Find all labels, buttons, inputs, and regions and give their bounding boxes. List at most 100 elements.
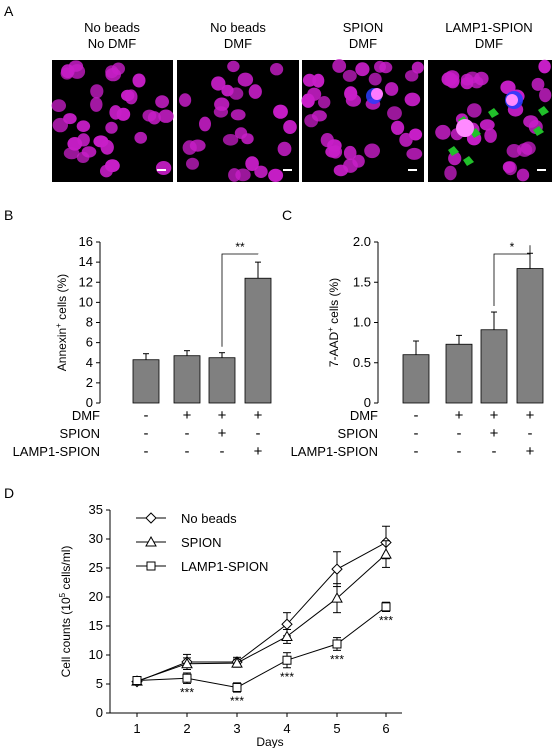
- lamp1-green-signal: [533, 126, 544, 136]
- nucleus: [90, 84, 104, 99]
- bar: [402, 354, 430, 404]
- nucleus: [374, 60, 386, 73]
- y-axis-label-main: Annexin: [55, 328, 69, 371]
- nucleus: [245, 156, 259, 172]
- nucleus: [368, 72, 382, 86]
- lamp1-green-signal: [538, 106, 549, 116]
- micrograph-title-line2: No DMF: [87, 36, 137, 51]
- marker-diamond: [331, 563, 343, 575]
- nucleus: [460, 77, 474, 90]
- nucleus: [444, 73, 460, 88]
- marker-diamond: [145, 512, 157, 524]
- nucleus: [399, 132, 413, 147]
- lamp1-spion-cell: [506, 94, 518, 106]
- marker-triangle: [181, 657, 193, 669]
- bar: [208, 357, 236, 404]
- nucleus: [211, 76, 226, 91]
- nucleus: [268, 168, 284, 182]
- lamp1-green-signal: [448, 146, 459, 156]
- y-axis-label-tail: cells (%): [55, 274, 69, 323]
- nucleus: [90, 97, 103, 112]
- nucleus: [67, 137, 83, 151]
- treatment-sign: +: [218, 425, 227, 442]
- micrograph-title-no-beads-dmf: No beads DMF: [178, 20, 298, 52]
- treatment-sign: -: [457, 443, 462, 460]
- bar: [132, 359, 160, 404]
- nucleus: [237, 72, 254, 87]
- treatment-sign: -: [492, 443, 497, 460]
- y-tick-label: 1.5: [353, 274, 371, 289]
- nucleus: [105, 159, 120, 173]
- nucleus: [484, 128, 497, 143]
- nucleus: [222, 134, 239, 146]
- micrograph-image: [51, 60, 174, 182]
- nucleus: [342, 69, 357, 82]
- series-line: [136, 542, 387, 683]
- x-tick-label: 4: [283, 721, 290, 736]
- y-axis-label: 7-AAD+ cells (%): [326, 278, 341, 367]
- y-tick-label: 35: [89, 502, 103, 517]
- nucleus: [355, 62, 370, 77]
- x-axis-label: Days: [256, 735, 283, 748]
- marker-square: [282, 655, 292, 665]
- y-tick-label: 1.0: [353, 315, 371, 330]
- nucleus: [504, 161, 517, 176]
- nucleus: [270, 62, 284, 76]
- legend: No beads SPION LAMP1-SPION: [136, 511, 268, 574]
- y-tick-label: 2.0: [353, 234, 371, 249]
- nucleus: [241, 133, 254, 145]
- nucleus: [221, 84, 234, 97]
- panel-label-d: D: [4, 485, 14, 501]
- nucleus: [411, 61, 424, 74]
- y-tick-label: 16: [79, 234, 93, 249]
- micrograph-row: [51, 59, 552, 182]
- nucleus: [406, 147, 423, 160]
- x-tick-label: 6: [382, 721, 389, 736]
- significance-label: ***: [230, 694, 244, 708]
- x-tick-label: 2: [183, 721, 190, 736]
- y-tick-label: 10: [89, 647, 103, 662]
- treatment-sign: +: [254, 443, 263, 460]
- x-tick-label: 3: [233, 721, 240, 736]
- nucleus: [391, 120, 405, 135]
- nucleus: [186, 157, 199, 170]
- marker-triangle: [145, 535, 157, 547]
- treatment-sign: +: [490, 425, 499, 442]
- nucleus: [155, 161, 172, 175]
- nucleus: [302, 73, 317, 87]
- nucleus: [318, 96, 331, 109]
- micrograph-title-line2: DMF: [474, 36, 504, 51]
- series-diamond: [131, 525, 392, 688]
- micrograph-title-no-beads-no-dmf: No beads No DMF: [52, 20, 172, 52]
- nucleus: [273, 104, 288, 119]
- nucleus: [105, 121, 118, 134]
- treatment-sign: -: [185, 443, 190, 460]
- treatment-sign: +: [490, 407, 499, 424]
- nucleus: [100, 139, 114, 155]
- significance-bracket: [493, 245, 531, 307]
- treatment-sign: -: [414, 443, 419, 460]
- nucleus: [516, 168, 530, 182]
- y-tick-label: 0: [364, 395, 371, 410]
- panel-label-a: A: [4, 3, 14, 19]
- nucleus: [60, 67, 74, 80]
- treatment-sign: -: [528, 425, 533, 442]
- nucleus: [68, 60, 84, 72]
- micrograph-title-line2: DMF: [348, 36, 378, 51]
- y-axis-label-tail: cells/ml): [59, 546, 73, 593]
- nucleus: [387, 106, 402, 121]
- marker-square: [232, 682, 242, 692]
- treatment-row-label: DMF: [72, 408, 100, 423]
- treatment-sign: -: [144, 407, 149, 424]
- y-tick-label: 10: [79, 294, 93, 309]
- 7aad-bar-chart: 0 0.5 1.0 1.5 2.0 7-AAD+ cells (%) *: [326, 234, 544, 410]
- nucleus: [344, 86, 358, 101]
- significance-label: ***: [180, 685, 194, 699]
- nucleus: [230, 109, 246, 121]
- treatment-sign: +: [218, 407, 227, 424]
- treatment-row-label: SPION: [60, 426, 100, 441]
- y-axis-label-main: Cell counts (10: [59, 597, 73, 677]
- nucleus: [63, 113, 77, 125]
- nucleus: [364, 143, 380, 159]
